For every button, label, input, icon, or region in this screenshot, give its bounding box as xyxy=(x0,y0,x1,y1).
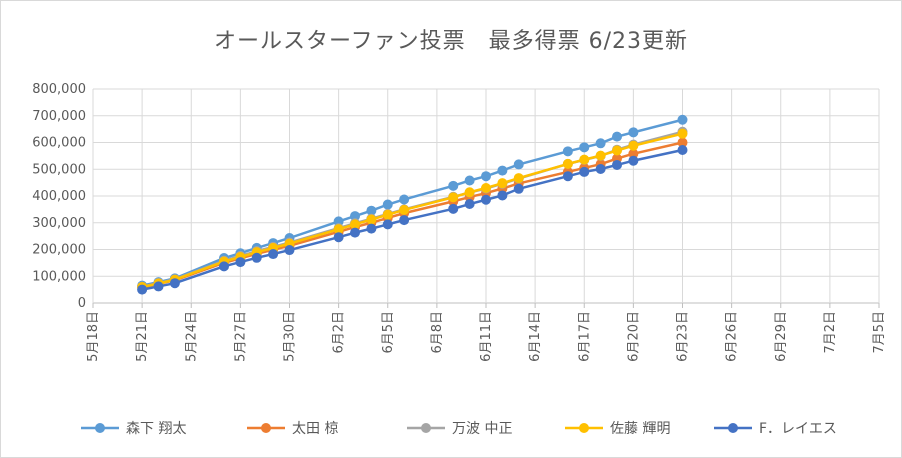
chart-title: オールスターファン投票 最多得票 6/23更新 xyxy=(213,29,689,54)
data-point xyxy=(350,219,360,230)
data-point xyxy=(595,163,606,174)
x-tick-label: 6月26日 xyxy=(725,311,740,362)
data-point xyxy=(612,145,622,156)
data-point xyxy=(677,114,688,125)
x-tick-label: 6月8日 xyxy=(430,311,445,354)
data-point xyxy=(677,137,688,148)
data-point xyxy=(497,190,508,201)
x-tick-label: 7月5日 xyxy=(872,311,887,354)
x-tick-label: 7月2日 xyxy=(823,311,838,354)
data-point xyxy=(219,261,229,272)
x-tick-label: 5月21日 xyxy=(135,311,150,362)
x-tick-label: 5月30日 xyxy=(283,311,298,362)
data-point xyxy=(497,165,508,176)
x-tick-label: 6月5日 xyxy=(381,311,396,354)
x-tick-label: 6月2日 xyxy=(332,311,347,354)
x-tick-label: 6月29日 xyxy=(774,311,789,362)
data-point xyxy=(562,146,573,157)
x-tick-label: 5月24日 xyxy=(184,311,199,362)
x-tick-label: 6月20日 xyxy=(626,311,641,362)
data-point xyxy=(562,171,573,182)
data-point xyxy=(677,128,688,139)
data-point xyxy=(382,209,393,220)
y-tick-label: 700,000 xyxy=(32,109,86,124)
legend-marker xyxy=(421,423,431,433)
data-point xyxy=(251,252,262,263)
x-tick-label: 6月23日 xyxy=(676,311,691,362)
data-point xyxy=(448,192,459,203)
legend-marker xyxy=(579,423,589,433)
data-point xyxy=(628,140,639,151)
data-point xyxy=(497,178,508,189)
data-point xyxy=(333,232,344,243)
data-point xyxy=(399,194,410,205)
y-tick-label: 300,000 xyxy=(32,216,86,231)
data-point xyxy=(366,214,377,225)
data-point xyxy=(612,159,622,170)
data-point xyxy=(399,204,410,215)
data-point xyxy=(562,158,573,169)
data-point xyxy=(677,144,688,155)
legend-marker xyxy=(261,423,271,433)
y-tick-label: 200,000 xyxy=(32,243,86,258)
legend-label: 佐藤 輝明 xyxy=(610,421,670,437)
data-point xyxy=(628,127,639,138)
data-point xyxy=(382,219,393,230)
legend-label: 太田 椋 xyxy=(292,421,338,437)
data-point xyxy=(513,173,524,184)
data-point xyxy=(399,215,410,226)
data-point xyxy=(579,142,590,153)
data-point xyxy=(612,131,622,142)
data-point xyxy=(481,194,491,205)
data-point xyxy=(366,205,377,216)
data-point xyxy=(448,180,459,191)
legend-marker xyxy=(728,423,738,433)
data-point xyxy=(628,155,639,166)
legend-label: 万波 中正 xyxy=(452,421,512,437)
data-point xyxy=(350,227,360,238)
data-point xyxy=(350,211,360,222)
legend-label: F．レイエス xyxy=(759,421,837,437)
data-point xyxy=(464,187,475,198)
y-tick-label: 800,000 xyxy=(32,82,86,97)
data-point xyxy=(481,182,491,193)
data-point xyxy=(595,150,606,161)
legend-marker xyxy=(95,423,105,433)
data-point xyxy=(628,148,639,159)
x-tick-label: 6月14日 xyxy=(528,311,543,362)
data-point xyxy=(333,224,344,235)
data-point xyxy=(481,171,491,182)
data-point xyxy=(513,159,524,170)
y-tick-label: 500,000 xyxy=(32,162,86,177)
data-point xyxy=(464,199,475,210)
data-point xyxy=(366,223,377,234)
y-tick-label: 100,000 xyxy=(32,269,86,284)
data-point xyxy=(595,138,606,149)
data-point xyxy=(169,278,180,289)
y-tick-label: 0 xyxy=(78,296,86,311)
data-point xyxy=(235,257,246,268)
data-point xyxy=(153,281,164,292)
y-tick-label: 600,000 xyxy=(32,136,86,151)
data-point xyxy=(579,154,590,165)
data-point xyxy=(464,175,475,186)
data-point xyxy=(579,166,590,177)
y-tick-label: 400,000 xyxy=(32,189,86,204)
data-point xyxy=(448,203,459,214)
data-point xyxy=(382,199,393,210)
data-point xyxy=(284,245,295,256)
x-tick-label: 6月11日 xyxy=(479,311,494,362)
x-tick-label: 5月27日 xyxy=(233,311,248,362)
x-tick-label: 5月18日 xyxy=(86,311,101,362)
data-point xyxy=(513,183,524,194)
data-point xyxy=(268,249,279,260)
legend-label: 森下 翔太 xyxy=(126,421,186,437)
x-tick-label: 6月17日 xyxy=(577,311,592,362)
data-point xyxy=(137,284,148,295)
